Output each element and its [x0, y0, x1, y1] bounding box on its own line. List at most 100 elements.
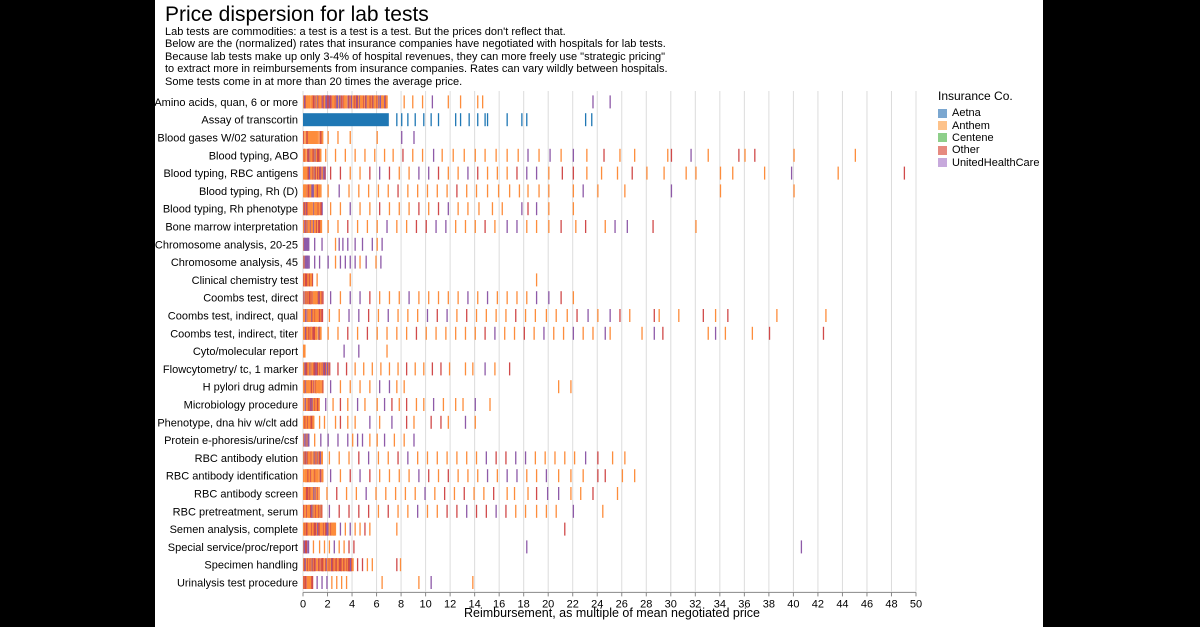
data-tick [417, 504, 419, 518]
y-axis-label: RBC antibody elution [195, 453, 298, 465]
data-tick [484, 148, 486, 162]
data-tick [616, 487, 619, 500]
legend-item-centene[interactable]: Centene [938, 132, 1039, 144]
data-tick [417, 451, 419, 465]
legend-item-other[interactable]: Other [938, 144, 1039, 156]
data-tick [793, 184, 795, 198]
data-tick [303, 558, 305, 572]
data-tick [349, 291, 351, 305]
data-tick [369, 166, 371, 180]
data-tick [776, 309, 778, 322]
x-tick-label: 22 [567, 598, 579, 610]
data-tick [516, 291, 518, 305]
data-tick [323, 415, 326, 429]
data-tick [327, 95, 329, 109]
legend-item-aetna[interactable]: Aetna [938, 107, 1039, 119]
data-tick [478, 202, 480, 216]
y-axis-label: Assay of transcortin [201, 115, 298, 127]
data-tick [561, 166, 563, 180]
x-tick-label: 40 [787, 598, 799, 610]
data-tick [447, 202, 449, 216]
data-tick [316, 326, 318, 340]
data-tick [504, 326, 506, 340]
data-tick [358, 309, 360, 322]
legend-item-anthem[interactable]: Anthem [938, 119, 1039, 132]
data-tick [548, 220, 550, 233]
y-axis-label: Chromosome analysis, 45 [171, 257, 298, 269]
data-tick [347, 326, 349, 340]
data-tick [307, 415, 309, 429]
data-tick [314, 469, 316, 483]
data-tick [524, 309, 527, 322]
data-tick [431, 362, 434, 376]
data-tick [534, 309, 537, 322]
data-tick [311, 309, 313, 322]
data-tick [604, 220, 606, 233]
data-tick [586, 166, 588, 180]
data-tick [477, 469, 479, 483]
y-axis-label: RBC antibody screen [194, 489, 298, 501]
data-tick [303, 451, 304, 465]
data-tick [453, 487, 456, 500]
data-tick [310, 380, 312, 394]
data-tick [345, 95, 347, 109]
data-tick [308, 522, 310, 536]
x-tick-label: 36 [738, 598, 750, 610]
data-tick [437, 113, 440, 127]
data-tick [331, 576, 333, 589]
data-tick [358, 504, 360, 518]
data-tick [378, 95, 380, 109]
chart-title: Price dispersion for lab tests [165, 3, 429, 26]
data-tick [320, 291, 322, 305]
data-tick [466, 309, 468, 322]
data-tick [310, 469, 312, 483]
data-tick [303, 131, 305, 144]
data-tick [408, 291, 410, 305]
data-tick [307, 326, 309, 340]
data-tick [368, 95, 370, 109]
data-tick [309, 487, 312, 500]
data-tick [475, 451, 478, 465]
data-tick [396, 558, 398, 572]
data-tick [335, 95, 337, 109]
data-tick [572, 184, 575, 198]
data-tick [641, 326, 643, 340]
data-tick [477, 166, 479, 180]
data-tick [463, 487, 465, 500]
data-tick [348, 95, 350, 109]
data-tick [466, 184, 468, 198]
data-tick [312, 148, 314, 162]
data-tick [408, 166, 410, 180]
data-tick [311, 184, 313, 198]
data-tick [339, 95, 341, 109]
data-tick [329, 522, 331, 536]
data-tick [621, 469, 624, 483]
data-tick [396, 220, 398, 233]
data-tick [339, 380, 342, 394]
data-tick [308, 326, 310, 340]
data-tick [545, 504, 548, 518]
data-tick [308, 220, 310, 233]
legend-item-unitedhealthcare[interactable]: UnitedHealthCare [938, 157, 1039, 169]
data-tick [521, 113, 523, 127]
data-tick [535, 504, 538, 518]
data-tick [358, 95, 361, 109]
data-tick [337, 95, 339, 109]
data-tick [609, 95, 611, 109]
data-tick [317, 398, 319, 411]
data-tick [570, 469, 572, 483]
data-tick [560, 291, 562, 305]
strip-chart: Amino acids, quan, 6 or more Assay of tra… [155, 91, 922, 620]
data-tick [306, 469, 308, 483]
data-tick [318, 504, 321, 518]
data-tick [597, 469, 599, 483]
data-tick [314, 433, 316, 447]
data-tick [473, 487, 475, 500]
data-tick [516, 469, 518, 483]
y-axis-label: Phenotype, dna hiv w/clt add [157, 417, 298, 429]
data-tick [326, 576, 328, 589]
data-tick [646, 166, 648, 180]
data-tick [311, 220, 313, 233]
data-tick [320, 380, 322, 394]
data-tick [464, 362, 467, 376]
